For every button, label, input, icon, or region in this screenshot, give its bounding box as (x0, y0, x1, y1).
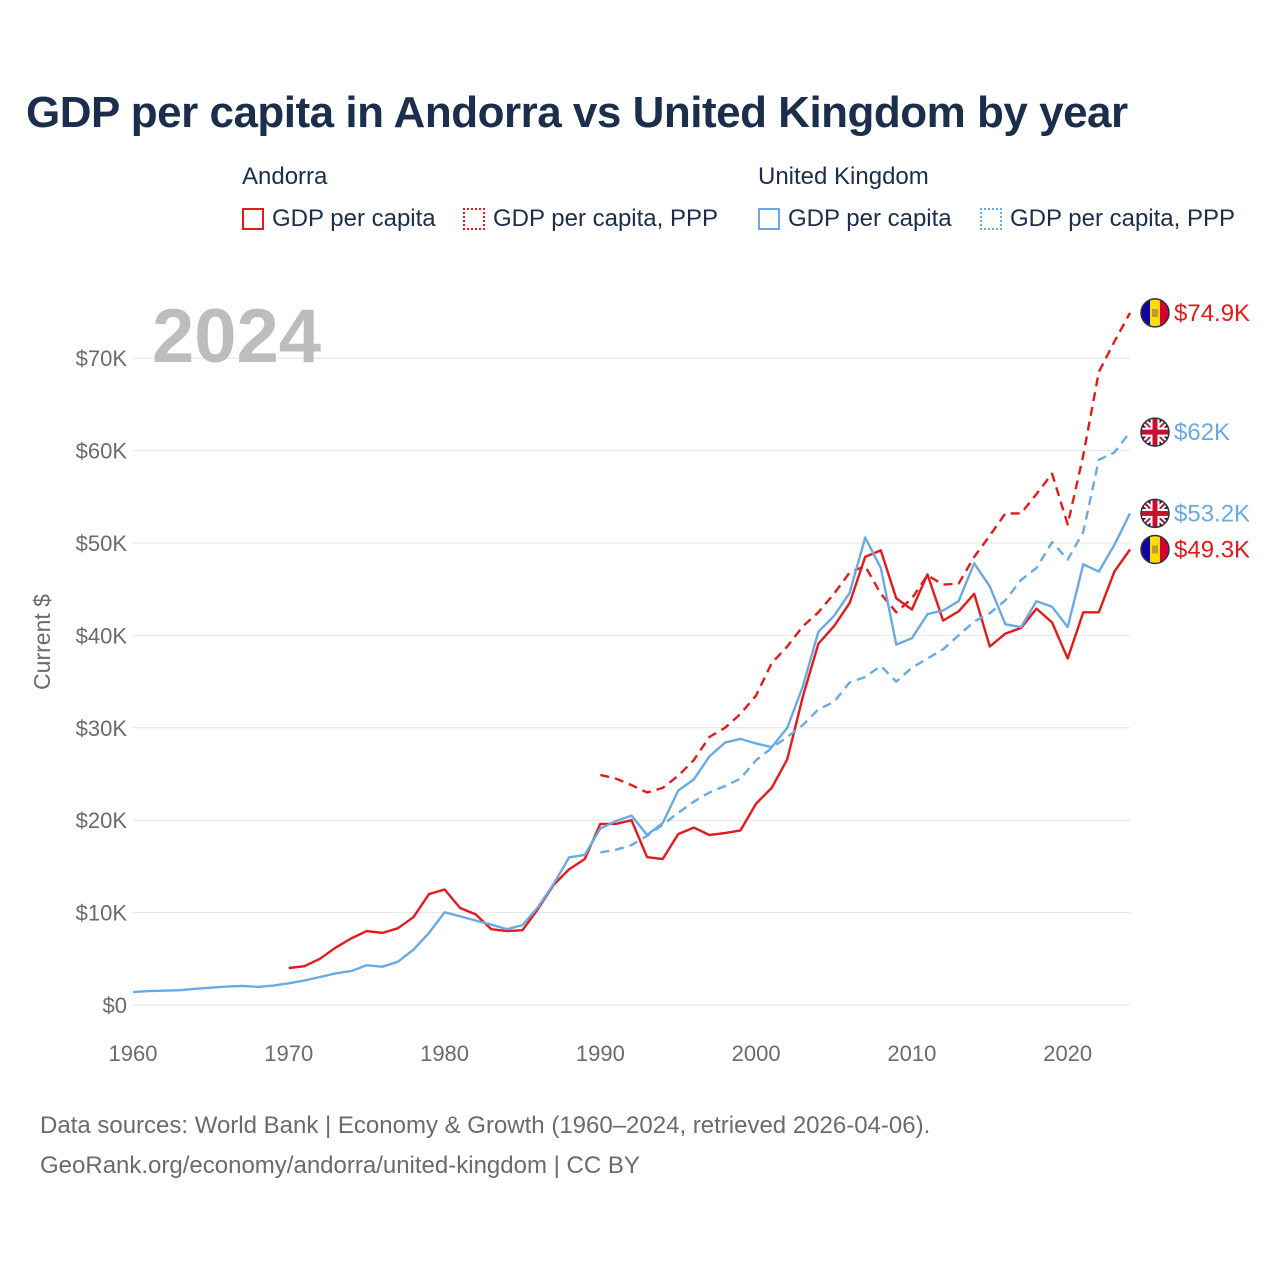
line-chart: $0 $10K $20K $30K $40K $50K $60K $70K 1960 1970 19… (29, 294, 1250, 1066)
y-tick-label: $20K (76, 808, 128, 833)
legend-swatch-dashed-red (463, 208, 485, 230)
y-tick-label: $40K (76, 623, 128, 648)
y-tick-label: $0 (103, 993, 127, 1018)
series-end-label: $49.3K (1174, 536, 1250, 563)
andorra-flag-icon (1140, 534, 1170, 565)
series-end-label: $62K (1174, 419, 1230, 446)
legend-item-andorra-gdp-ppp[interactable]: GDP per capita, PPP (463, 205, 718, 233)
x-tick-label: 2010 (887, 1041, 936, 1066)
legend-swatch-solid-blue (758, 208, 780, 230)
y-tick-label: $30K (76, 716, 128, 741)
legend-item-uk-gdp-ppp[interactable]: GDP per capita, PPP (980, 205, 1235, 233)
x-tick-label: 1960 (109, 1041, 158, 1066)
x-tick-label: 1980 (420, 1041, 469, 1066)
legend-item-label: GDP per capita, PPP (1010, 205, 1235, 232)
uk-flag-icon (1140, 417, 1170, 447)
legend-swatch-solid-red (242, 208, 264, 230)
chart-title: GDP per capita in Andorra vs United King… (26, 88, 1128, 137)
series-end-label: $74.9K (1174, 300, 1250, 327)
x-tick-label: 1990 (576, 1041, 625, 1066)
series-line[interactable] (600, 431, 1131, 854)
series-line[interactable] (288, 548, 1131, 970)
andorra-flag-icon (1140, 298, 1170, 328)
y-axis-title: Current $ (29, 594, 55, 690)
legend-item-label: GDP per capita (272, 205, 436, 232)
data-sources: Data sources: World Bank | Economy & Gro… (40, 1106, 930, 1186)
legend-group-united-kingdom: United Kingdom (758, 163, 929, 190)
series-line[interactable] (600, 312, 1132, 794)
sources-line-1: Data sources: World Bank | Economy & Gro… (40, 1112, 931, 1139)
legend-group-andorra: Andorra (242, 163, 328, 190)
uk-flag-icon (1140, 498, 1170, 529)
year-label: 2024 (152, 294, 321, 379)
legend-item-andorra-gdp[interactable]: GDP per capita (242, 205, 436, 233)
legend-item-uk-gdp[interactable]: GDP per capita (758, 205, 952, 233)
sources-line-2[interactable]: GeoRank.org/economy/andorra/united-kingd… (40, 1152, 640, 1179)
legend-item-label: GDP per capita, PPP (493, 205, 718, 232)
legend-swatch-dashed-blue (980, 208, 1002, 230)
y-tick-label: $70K (76, 346, 128, 371)
legend-item-label: GDP per capita (788, 205, 952, 232)
x-tick-label: 2020 (1043, 1041, 1092, 1066)
y-tick-label: $10K (76, 901, 128, 926)
y-tick-label: $60K (76, 439, 128, 464)
series-end-label: $53.2K (1174, 500, 1250, 527)
x-tick-label: 1970 (264, 1041, 313, 1066)
x-tick-label: 2000 (732, 1041, 781, 1066)
series-line[interactable] (132, 512, 1132, 994)
y-tick-label: $50K (76, 531, 128, 556)
